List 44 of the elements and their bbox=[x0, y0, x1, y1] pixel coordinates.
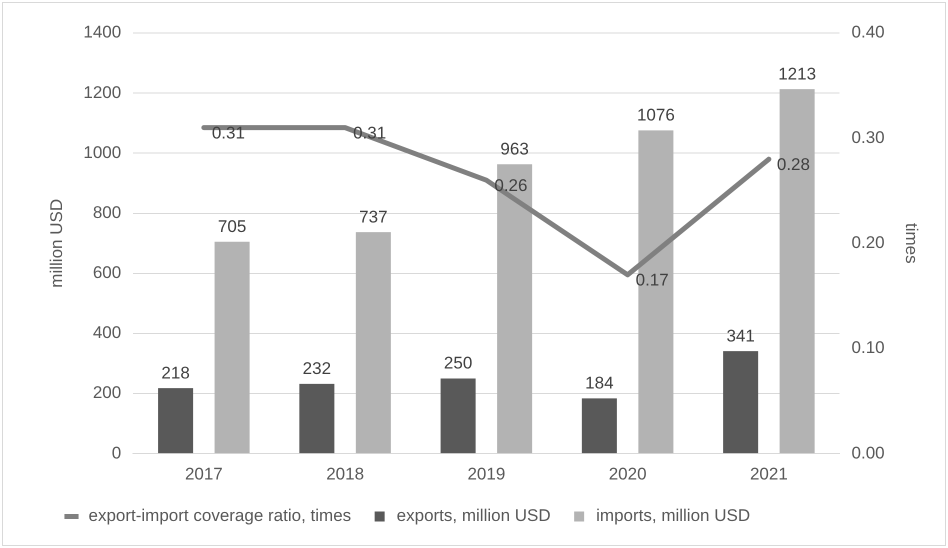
y2-axis-title: times bbox=[902, 222, 922, 264]
data-label: 1213 bbox=[778, 64, 816, 84]
y-tick-label: 0 bbox=[112, 443, 122, 462]
data-label: 232 bbox=[302, 359, 332, 378]
x-tick-label: 2019 bbox=[467, 464, 506, 484]
y-tick-label: 1400 bbox=[83, 22, 122, 42]
bar bbox=[440, 378, 476, 454]
y-tick-label: 600 bbox=[92, 263, 122, 282]
bar bbox=[356, 232, 391, 454]
y-tick-label: 1000 bbox=[83, 142, 122, 162]
data-label: 341 bbox=[726, 326, 755, 346]
y-tick-label: 800 bbox=[92, 202, 122, 222]
data-label: 963 bbox=[500, 139, 529, 158]
y-tick-label: 1200 bbox=[83, 82, 122, 102]
y-axis-title: million USD bbox=[46, 198, 66, 288]
bar bbox=[723, 351, 758, 454]
legend-label: exports, million USD bbox=[396, 506, 551, 526]
y2-tick-label: 0.30 bbox=[852, 128, 885, 147]
y2-tick-label: 0.40 bbox=[852, 22, 885, 42]
bar bbox=[582, 398, 617, 454]
bar bbox=[780, 89, 815, 454]
x-tick-label: 2018 bbox=[326, 464, 364, 484]
bar bbox=[214, 242, 250, 454]
x-tick-label: 2017 bbox=[184, 464, 223, 484]
bar bbox=[158, 388, 194, 454]
bar bbox=[638, 130, 674, 454]
data-label: 705 bbox=[218, 216, 246, 236]
bar bbox=[299, 384, 334, 454]
data-label: 737 bbox=[359, 207, 388, 226]
legend-label: imports, million USD bbox=[596, 506, 750, 526]
x-tick-label: 2021 bbox=[750, 464, 788, 484]
y-tick-label: 200 bbox=[92, 383, 122, 402]
bar bbox=[497, 164, 532, 454]
y2-tick-label: 0.20 bbox=[852, 232, 885, 252]
y2-tick-label: 0.00 bbox=[852, 443, 885, 462]
data-label: 218 bbox=[161, 363, 190, 382]
y2-tick-label: 0.10 bbox=[852, 338, 885, 358]
data-label: 250 bbox=[444, 354, 472, 373]
data-label: 0.26 bbox=[494, 176, 528, 195]
data-label: 1076 bbox=[636, 106, 675, 125]
x-tick-label: 2020 bbox=[608, 464, 647, 484]
data-label: 184 bbox=[585, 374, 614, 393]
y-tick-label: 400 bbox=[92, 323, 122, 342]
legend-label: export-import coverage ratio, times bbox=[88, 506, 352, 526]
